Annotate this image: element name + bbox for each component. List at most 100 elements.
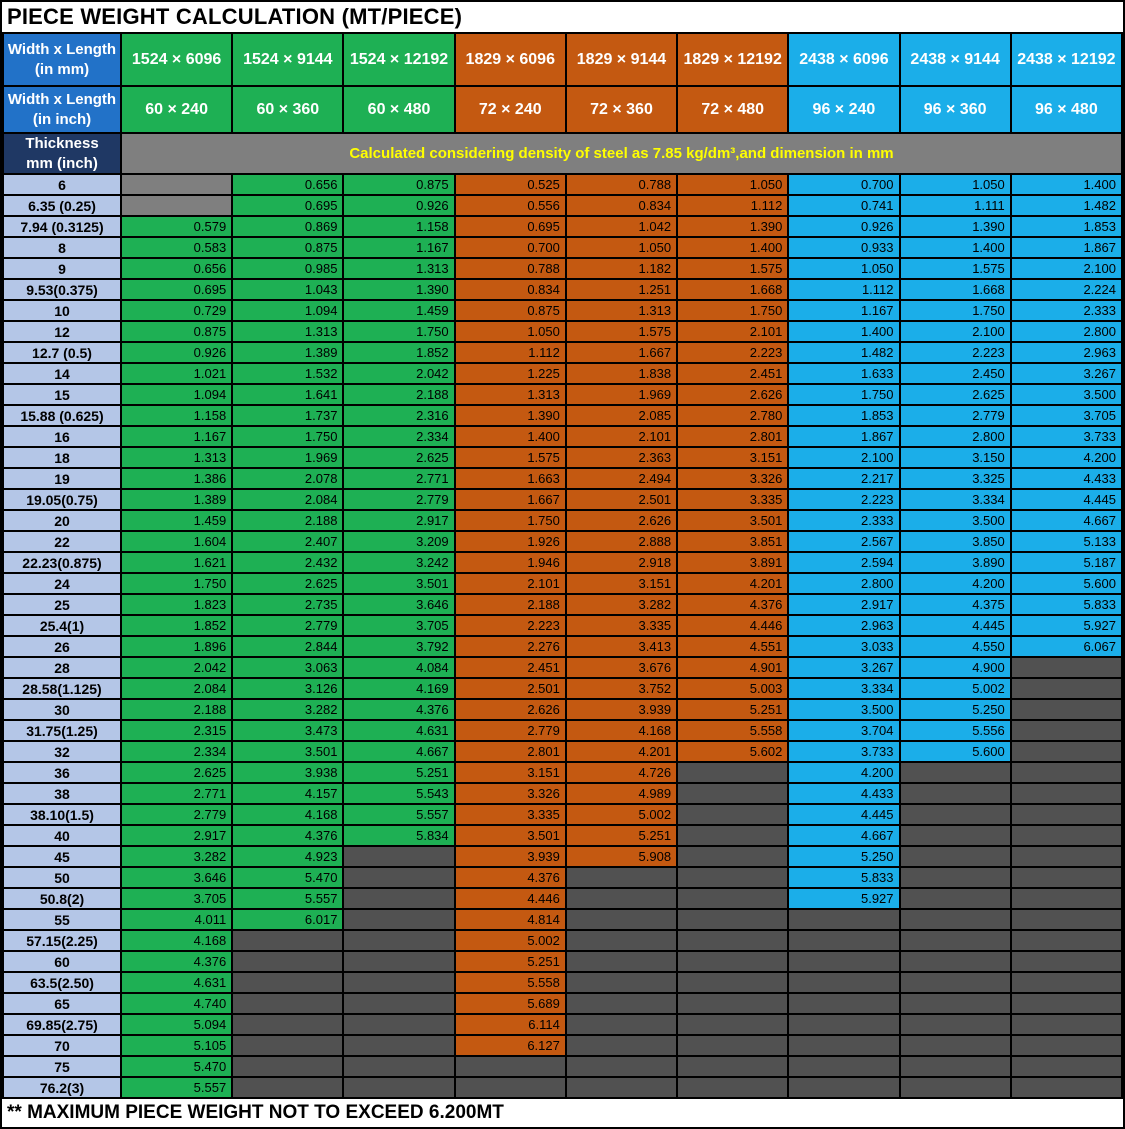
weight-cell: 0.875 [453,299,567,322]
empty-cell [898,929,1012,952]
empty-cell [564,1076,679,1099]
weight-cell: 6.067 [1009,635,1124,658]
table-row: 9.53(0.375) 0.695 1.043 1.390 0.834 1.251 1.66… [2,278,1124,301]
weight-cell: 0.741 [787,194,901,217]
weight-cell: 0.926 [342,194,456,217]
weight-cell: 2.625 [898,383,1012,406]
weight-cell: 6.127 [453,1034,567,1057]
table-row: 8 0.583 0.875 1.167 0.700 1.050 1.400 0.933 1.40… [2,236,1124,259]
weight-cell: 2.801 [453,740,567,763]
empty-cell [342,929,456,952]
empty-cell [1009,824,1124,847]
weight-cell: 5.003 [676,677,790,700]
weight-cell: 5.556 [898,719,1012,742]
empty-cell [898,1013,1012,1036]
table-row: 24 1.750 2.625 3.501 2.101 3.151 4.201 2.800 4.2… [2,572,1124,595]
table-row: 69.85(2.75) 5.094 6.114 [2,1013,1124,1036]
empty-cell [342,845,456,868]
weight-cell: 1.050 [787,257,901,280]
empty-cell [564,1055,679,1078]
weight-cell: 4.550 [898,635,1012,658]
weight-cell: 2.918 [564,551,679,574]
thickness-cell: 50 [2,866,122,889]
empty-cell [564,887,679,910]
weight-cell: 3.033 [787,635,901,658]
header-size-mm: 1524 × 6096 [119,32,234,87]
empty-cell [676,824,790,847]
weight-cell: 3.501 [453,824,567,847]
weight-cell: 1.641 [231,383,345,406]
empty-cell [898,866,1012,889]
weight-cell: 2.888 [564,530,679,553]
weight-cell: 1.668 [898,278,1012,301]
weight-cell: 3.335 [564,614,679,637]
weight-cell: 1.390 [898,215,1012,238]
weight-cell: 5.470 [119,1055,234,1078]
weight-cell: 2.217 [787,467,901,490]
weight-cell: 2.084 [231,488,345,511]
weight-cell: 3.676 [564,656,679,679]
weight-cell: 1.575 [564,320,679,343]
weight-cell: 0.656 [119,257,234,280]
weight-cell: 3.792 [342,635,456,658]
thickness-cell: 12.7 (0.5) [2,341,122,364]
weight-cell: 1.621 [119,551,234,574]
thickness-cell: 38.10(1.5) [2,803,122,826]
empty-cell [342,1013,456,1036]
header-size-mm: 1829 × 12192 [676,32,790,87]
table-row: 55 4.011 6.017 4.814 [2,908,1124,931]
weight-cell: 3.939 [564,698,679,721]
header-size-inch: 96 × 480 [1009,85,1124,134]
empty-cell [453,1055,567,1078]
table-row: 14 1.021 1.532 2.042 1.225 1.838 2.451 1.633 2.4… [2,362,1124,385]
weight-cell: 2.735 [231,593,345,616]
weight-cell: 3.646 [119,866,234,889]
empty-cell [231,950,345,973]
weight-cell: 4.445 [787,803,901,826]
weight-cell: 3.500 [1009,383,1124,406]
empty-cell [342,908,456,931]
weight-cell: 1.313 [231,320,345,343]
weight-cell: 1.112 [787,278,901,301]
thickness-cell: 26 [2,635,122,658]
weight-cell: 0.579 [119,215,234,238]
weight-cell: 5.543 [342,782,456,805]
thickness-cell: 32 [2,740,122,763]
weight-cell: 5.557 [342,803,456,826]
empty-cell [676,803,790,826]
weight-cell: 1.094 [231,299,345,322]
empty-cell [342,1055,456,1078]
thickness-cell: 25 [2,593,122,616]
empty-cell [787,971,901,994]
empty-cell [342,992,456,1015]
weight-cell: 5.251 [453,950,567,973]
weight-cell: 4.445 [898,614,1012,637]
thickness-cell: 50.8(2) [2,887,122,910]
weight-cell: 1.750 [342,320,456,343]
weight-cell: 2.407 [231,530,345,553]
empty-cell [898,908,1012,931]
weight-cell: 0.933 [787,236,901,259]
weight-cell: 1.482 [787,341,901,364]
table-row: 7.94 (0.3125) 0.579 0.869 1.158 0.695 1.042 1.… [2,215,1124,238]
weight-cell: 5.002 [564,803,679,826]
thickness-cell: 18 [2,446,122,469]
weight-cell: 0.875 [119,320,234,343]
weight-cell: 1.668 [676,278,790,301]
weight-cell: 1.750 [787,383,901,406]
table-row: 15.88 (0.625) 1.158 1.737 2.316 1.390 2.085 2.… [2,404,1124,427]
thickness-cell: 19.05(0.75) [2,488,122,511]
table-row: 9 0.656 0.985 1.313 0.788 1.182 1.575 1.050 1.57… [2,257,1124,280]
weight-cell: 3.151 [676,446,790,469]
empty-cell [564,866,679,889]
weight-cell: 3.938 [231,761,345,784]
weight-cell: 0.875 [231,236,345,259]
weight-cell: 3.267 [787,656,901,679]
weight-cell: 5.251 [342,761,456,784]
weight-cell: 1.400 [787,320,901,343]
weight-cell: 4.376 [119,950,234,973]
weight-cell: 2.223 [453,614,567,637]
thickness-cell: 14 [2,362,122,385]
weight-cell: 1.182 [564,257,679,280]
weight-cell: 4.168 [564,719,679,742]
